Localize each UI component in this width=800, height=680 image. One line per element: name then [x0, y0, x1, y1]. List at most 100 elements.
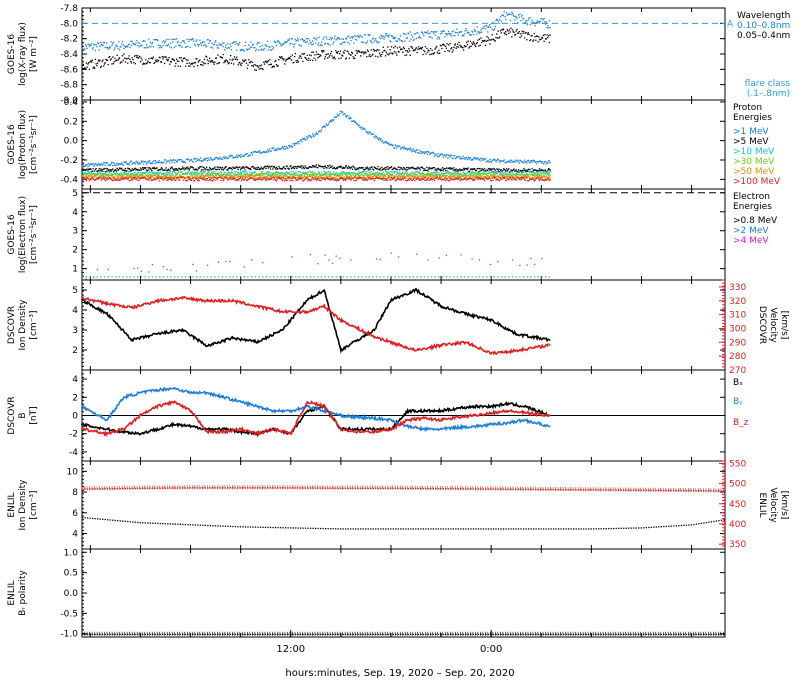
data-point [544, 169, 546, 171]
data-point [459, 168, 461, 170]
data-point [390, 166, 392, 169]
data-point [83, 177, 85, 179]
data-point [209, 159, 211, 161]
data-point [538, 169, 540, 172]
data-point [410, 176, 412, 178]
data-point [251, 171, 254, 174]
data-point [527, 32, 529, 34]
data-point [258, 173, 260, 176]
data-point [175, 173, 177, 175]
data-point [390, 174, 393, 177]
data-point [543, 175, 545, 178]
data-point [474, 44, 476, 46]
data-point [434, 34, 436, 36]
data-point [203, 158, 206, 160]
data-point [496, 170, 499, 173]
data-point [204, 169, 206, 171]
data-point [287, 178, 289, 180]
data-point [327, 178, 330, 180]
data-point [406, 149, 408, 151]
data-point [141, 168, 143, 170]
data-point [293, 173, 296, 175]
data-point [192, 161, 194, 163]
data-point [393, 37, 396, 40]
data-point [543, 171, 545, 173]
data-point [384, 174, 386, 177]
data-point [199, 177, 201, 179]
data-point [489, 23, 491, 26]
data-point [312, 164, 315, 167]
data-point [449, 175, 451, 178]
y-axis-label: log(X-ray flux) [18, 22, 28, 86]
data-point [510, 161, 512, 163]
data-point [385, 178, 387, 180]
data-point [344, 179, 346, 181]
data-point [175, 169, 177, 171]
data-point [417, 151, 419, 154]
data-point [401, 168, 403, 170]
data-point [367, 34, 369, 36]
data-point [392, 176, 394, 179]
data-point [475, 170, 477, 172]
data-point [457, 169, 459, 171]
data-point [351, 178, 353, 180]
data-point [107, 176, 109, 178]
data-point [487, 175, 490, 178]
data-point [403, 173, 405, 175]
data-point [469, 46, 471, 48]
data-point [112, 162, 115, 164]
data-point [345, 38, 348, 40]
data-point [118, 163, 120, 165]
data-point [452, 175, 454, 177]
data-point [451, 35, 453, 37]
data-point [296, 175, 299, 177]
data-point [360, 41, 363, 43]
data-point [442, 156, 445, 158]
data-point [506, 170, 508, 172]
data-point [532, 159, 535, 161]
data-point [270, 178, 272, 180]
data-point [546, 171, 548, 173]
data-point [484, 168, 486, 170]
data-point [133, 169, 135, 171]
data-point [438, 49, 440, 51]
data-point [490, 168, 492, 170]
data-point [548, 160, 551, 162]
data-point [210, 177, 212, 180]
data-point [391, 53, 393, 55]
data-point [375, 55, 377, 57]
data-point [321, 177, 324, 179]
data-point [378, 41, 380, 43]
data-point [419, 169, 421, 171]
data-point [308, 175, 310, 177]
data-point [245, 166, 247, 168]
data-point [501, 170, 503, 173]
data-point [342, 55, 344, 57]
data-point [548, 20, 551, 22]
data-point [182, 176, 185, 178]
data-point [103, 41, 105, 44]
data-point [290, 59, 293, 61]
data-point [508, 168, 510, 170]
data-point [390, 171, 393, 173]
data-point [453, 34, 455, 37]
data-point [134, 173, 136, 176]
data-point [207, 157, 209, 159]
data-point [240, 48, 242, 51]
data-point [288, 168, 290, 170]
data-point [196, 177, 199, 179]
data-point [124, 173, 126, 176]
data-point [432, 173, 434, 176]
data-point [289, 43, 291, 45]
data-point [208, 176, 210, 179]
data-point [382, 168, 384, 170]
data-point [113, 172, 115, 175]
data-point [196, 175, 199, 177]
data-point [379, 54, 381, 56]
data-point [317, 176, 320, 178]
data-point [271, 147, 273, 149]
data-point [217, 172, 219, 175]
data-point [210, 172, 212, 175]
data-point [402, 176, 404, 178]
data-point [542, 172, 545, 174]
